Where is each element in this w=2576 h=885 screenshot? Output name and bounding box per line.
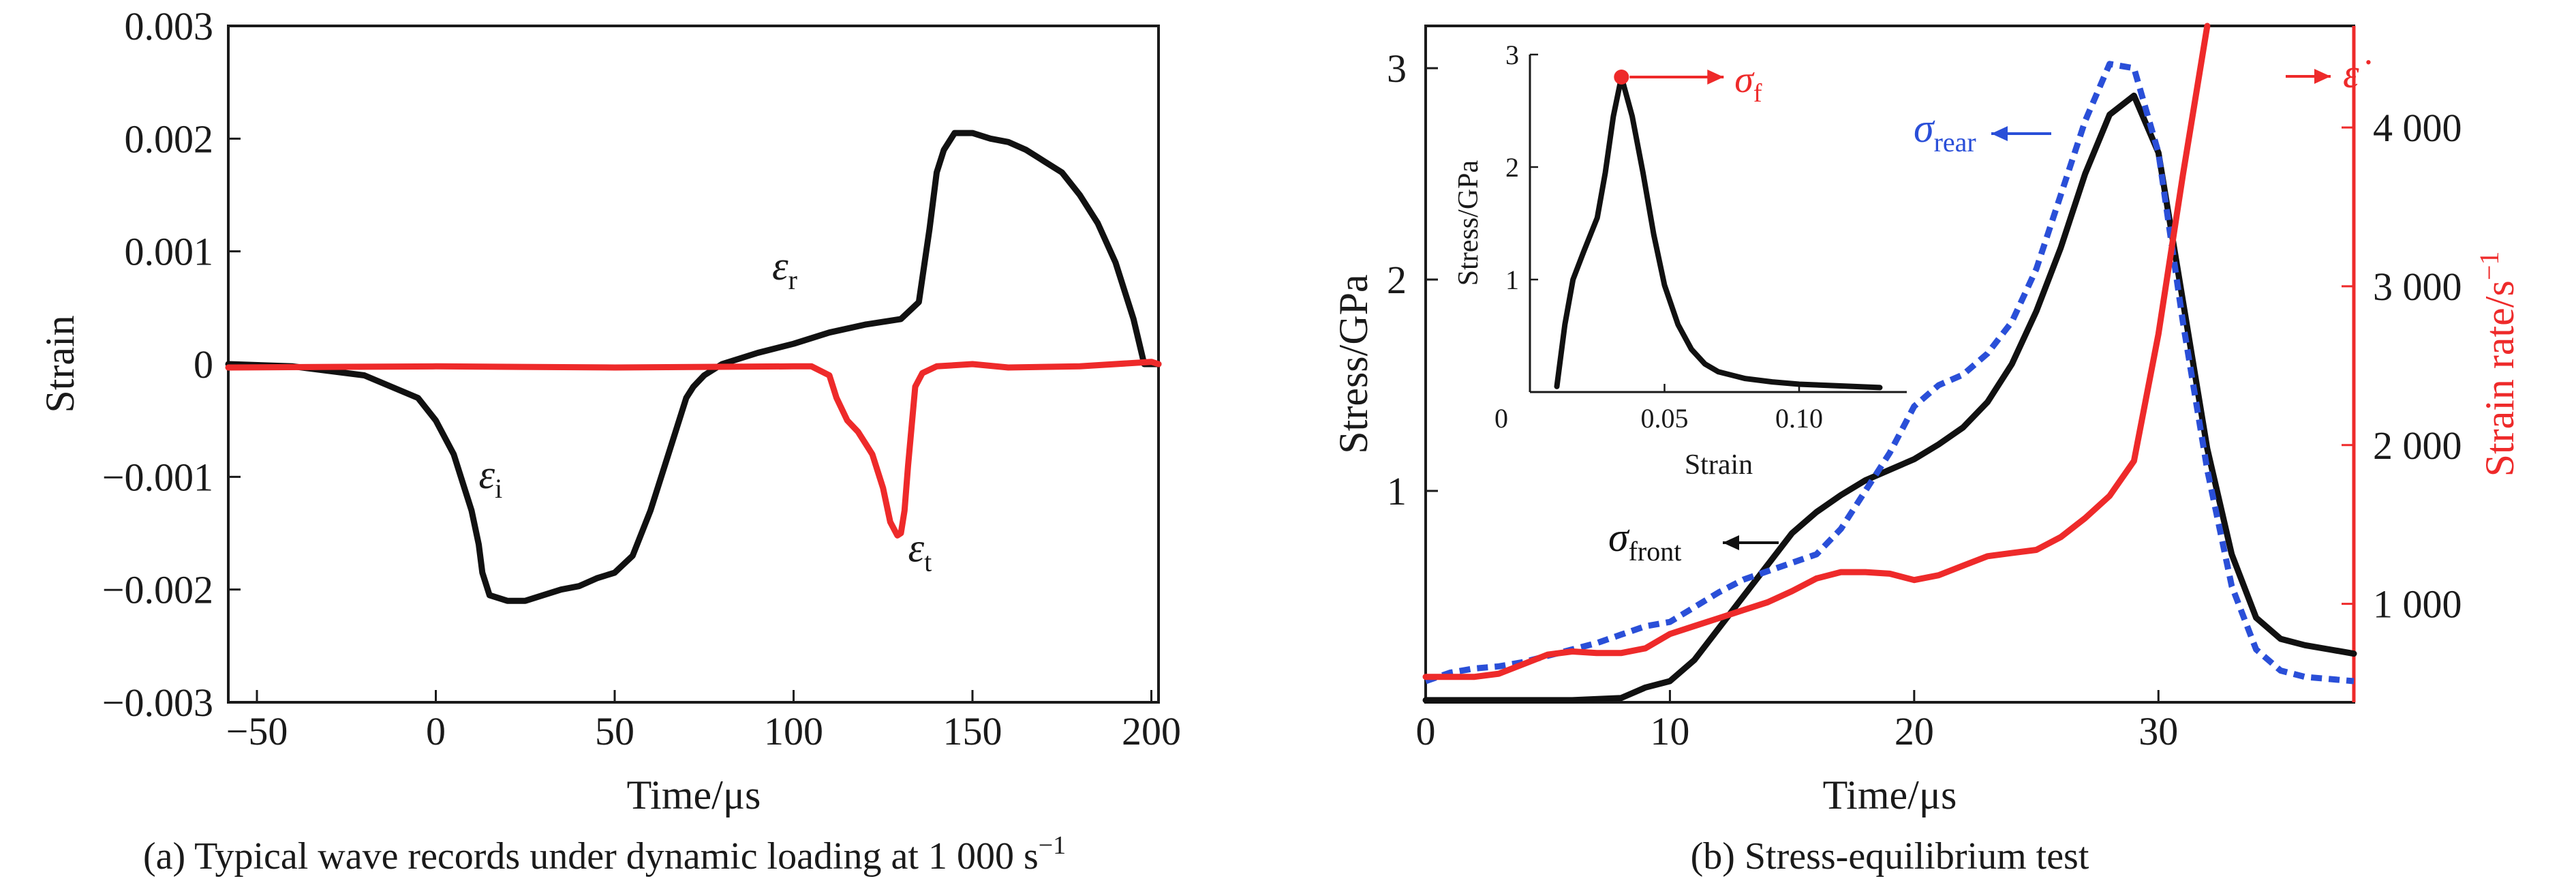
panel-b-right-y-tick-label: 4 000 [2373, 106, 2462, 150]
panel-b-series [1422, 22, 2357, 704]
inset-series: σf [1554, 59, 1883, 391]
panel-a-y-axis-label: Strain [37, 315, 82, 412]
inset-y-tick-label: 3 [1505, 40, 1519, 70]
panel-a-label-epsilon-r: εr [772, 243, 797, 295]
panel-a-transmitted-line [225, 359, 1162, 539]
panel-a-annotations: εi εr εt [479, 243, 932, 577]
inset-x-axis-label: Strain [1685, 449, 1753, 481]
panel-a-x-tick-label: 0 [426, 709, 446, 753]
panel-a-y-tick-label: −0.001 [102, 455, 213, 499]
panel-a-label-epsilon-t: εt [908, 525, 932, 577]
inset-x-tick-label: 0 [1494, 403, 1508, 434]
panel-b-right-y-tick-label: 1 000 [2373, 582, 2462, 627]
panel-b-y-axis-label: Stress/GPa [1331, 274, 1376, 453]
panel-b-right-axis-label: Strain rate/s−1 [2474, 252, 2522, 477]
panel-a-incident-reflected-line [225, 130, 1162, 604]
panel-b-label-sigma-front: σfront [1608, 515, 1681, 567]
panel-b-strain-rate-line [1422, 22, 2211, 680]
panel-a-x-tick-label: 200 [1122, 709, 1181, 753]
panel-b-caption: (b) Stress-equilibrium test [1691, 835, 2089, 877]
inset-plot-frame [1530, 55, 1907, 392]
panel-a-y-tick-label: 0.003 [125, 4, 214, 48]
panel-a-x-axis-label: Time/μs [627, 772, 761, 817]
panel-a-y-tick-label: 0.002 [125, 117, 214, 161]
panel-a-caption: (a) Typical wave records under dynamic l… [143, 831, 1066, 877]
panel-b-front-arrow-head [1723, 535, 1739, 550]
panel-b-stress-front-line [1422, 92, 2357, 704]
panel-a-x-tick-label: 150 [943, 709, 1002, 753]
panel-a-ticks: −50 0 50 100 150 200 0.003 0.002 0.001 0 −0.001 −0.… [102, 4, 1181, 753]
panel-a-x-tick-label: 100 [764, 709, 823, 753]
inset-stress-strain-line [1554, 74, 1883, 391]
panel-b-y-tick-label: 1 [1387, 469, 1407, 513]
panel-b-x-tick-label: 20 [1895, 709, 1934, 753]
inset-label-sigma-f: σf [1734, 59, 1762, 108]
inset-x-tick-label: 0.10 [1775, 403, 1823, 434]
inset-y-axis-label: Stress/GPa [1453, 160, 1484, 286]
panel-a-y-tick-label: −0.003 [102, 680, 213, 725]
panel-a-x-tick-label: −50 [226, 709, 288, 753]
panel-b-y-tick-label: 2 [1387, 258, 1407, 302]
panel-b-rear-arrow-head [1991, 126, 2008, 141]
inset-peak-arrow-head [1707, 70, 1724, 85]
panel-b-label-sigma-rear: σrear [1914, 106, 1976, 158]
panel-b-annotations: σrear σfront ε̇ [1608, 51, 2371, 567]
panel-b-x-tick-label: 0 [1416, 709, 1436, 753]
panel-b-strain-rate-arrow-head [2314, 69, 2331, 84]
panel-b-right-y-tick-label: 2 000 [2373, 423, 2462, 468]
panel-b-x-tick-label: 10 [1650, 709, 1689, 753]
inset-x-tick-label: 0.05 [1641, 403, 1689, 434]
inset-stress-strain: 0 0.05 0.10 1 2 3 σf Strain Stress/GPa [1453, 40, 1907, 481]
panel-a-x-tick-label: 50 [595, 709, 634, 753]
panel-a-label-epsilon-i: εi [479, 452, 503, 504]
panel-b-x-tick-label: 30 [2138, 709, 2178, 753]
panel-a-series [225, 130, 1162, 604]
panel-b-right-y-tick-label: 3 000 [2373, 265, 2462, 309]
inset-peak-marker [1614, 70, 1629, 85]
panel-b-y-tick-label: 3 [1387, 46, 1407, 91]
inset-ticks: 0 0.05 0.10 1 2 3 [1494, 40, 1823, 434]
panel-a-wave-records: −50 0 50 100 150 200 0.003 0.002 0.001 0 −0.001 −0.… [37, 4, 1181, 877]
inset-y-tick-label: 2 [1505, 152, 1519, 183]
panel-a-y-tick-label: −0.002 [102, 568, 213, 612]
panel-b-stress-rear-line [1424, 61, 2355, 685]
panel-a-y-tick-label: 0 [194, 342, 213, 387]
panel-b-label-strain-rate: ε̇ [2343, 51, 2371, 96]
panel-b-x-axis-label: Time/μs [1823, 772, 1957, 817]
inset-y-tick-label: 1 [1505, 265, 1519, 295]
panel-a-y-tick-label: 0.001 [125, 230, 214, 274]
